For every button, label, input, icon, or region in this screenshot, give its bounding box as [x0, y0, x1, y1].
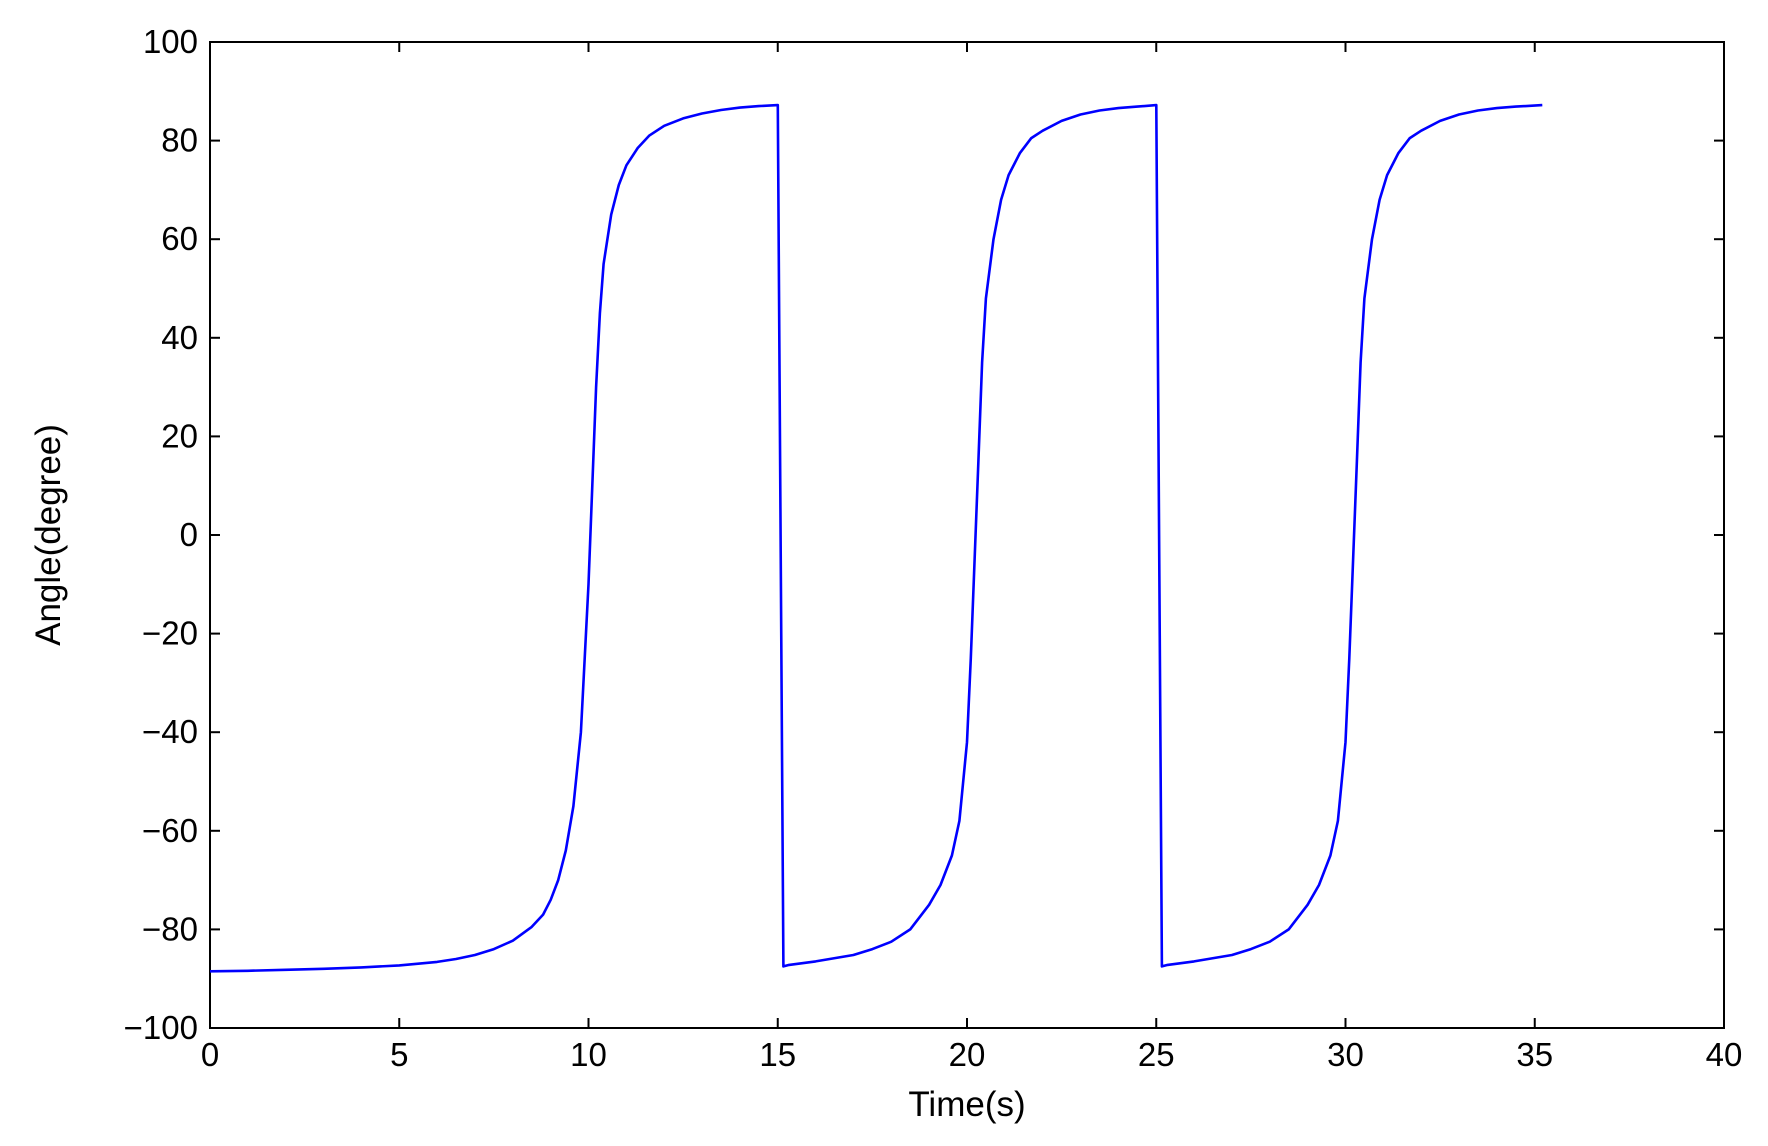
- y-tick-label: −100: [124, 1009, 198, 1046]
- y-tick-label: −40: [142, 713, 198, 750]
- x-tick-label: 0: [201, 1036, 219, 1073]
- series-line: [209, 103, 1543, 973]
- x-axis-label: Time(s): [908, 1085, 1025, 1124]
- y-tick-label: 80: [161, 122, 198, 159]
- x-tick-label: 25: [1138, 1036, 1175, 1073]
- y-tick-label: 100: [143, 23, 198, 60]
- y-tick-label: 40: [161, 319, 198, 356]
- x-tick-label: 30: [1327, 1036, 1364, 1073]
- x-tick-label: 35: [1516, 1036, 1553, 1073]
- y-tick-label: −80: [142, 910, 198, 947]
- x-tick-label: 5: [390, 1036, 408, 1073]
- tick-label-group: 0 5 10 15 20 25 30 35 40 100 80 60 40 20 0 −20 −40 −60 −80…: [124, 23, 1743, 1073]
- y-tick-label: 0: [180, 516, 198, 553]
- x-tick-label: 15: [759, 1036, 796, 1073]
- series-group: [209, 103, 1543, 973]
- y-tick-label: −20: [142, 615, 198, 652]
- plot-area: [209, 41, 1725, 1029]
- x-tick-label: 20: [949, 1036, 986, 1073]
- y-tick-label: 20: [161, 417, 198, 454]
- y-tick-label: −60: [142, 812, 198, 849]
- tick-group: [209, 41, 1725, 1029]
- y-axis-label: Angle(degree): [29, 424, 68, 646]
- x-tick-label: 40: [1706, 1036, 1743, 1073]
- x-tick-label: 10: [570, 1036, 607, 1073]
- y-tick-label: 60: [161, 220, 198, 257]
